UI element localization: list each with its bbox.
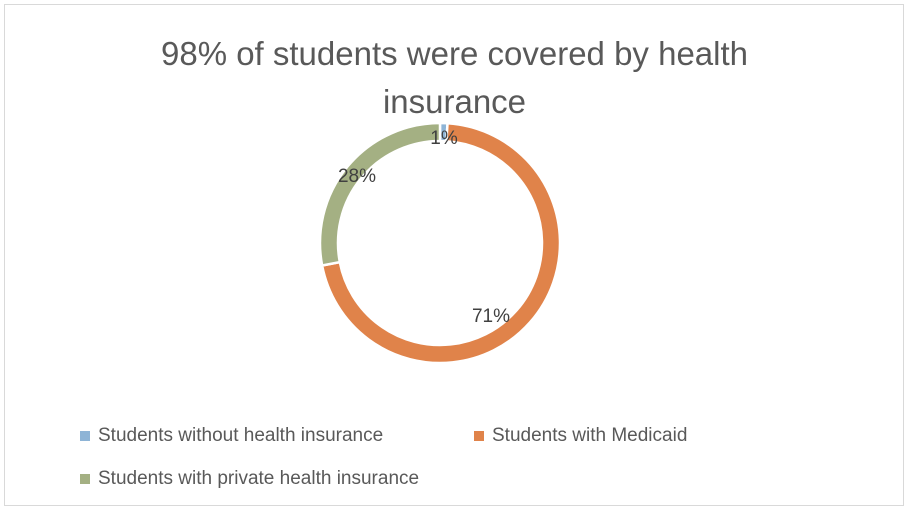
legend-item-private-insurance: Students with private health insurance <box>80 468 419 490</box>
legend-label-without-insurance: Students without health insurance <box>98 425 384 446</box>
donut-slice-private-insurance <box>318 121 442 267</box>
legend-label-medicaid: Students with Medicaid <box>492 425 688 446</box>
legend-swatch-medicaid <box>474 431 484 441</box>
data-label-medicaid: 71% <box>472 306 510 327</box>
chart-area <box>4 4 904 506</box>
data-label-without-insurance: 1% <box>430 128 458 149</box>
chart-title: 98% of students were covered by health i… <box>0 30 909 126</box>
legend-swatch-private-insurance <box>80 474 90 484</box>
legend-label-private-insurance: Students with private health insurance <box>98 468 420 489</box>
chart-title-line-2: insurance <box>382 83 527 120</box>
legend-item-without-insurance: Students without health insurance <box>80 425 383 447</box>
donut-slices <box>318 121 562 365</box>
donut-labels: 1% 71% 28% <box>338 128 510 327</box>
legend-item-medicaid: Students with Medicaid <box>474 425 687 447</box>
legend-swatch-without-insurance <box>80 431 90 441</box>
chart-title-line-1: 98% of students were covered by health <box>160 35 749 72</box>
data-label-private-insurance: 28% <box>338 166 376 187</box>
